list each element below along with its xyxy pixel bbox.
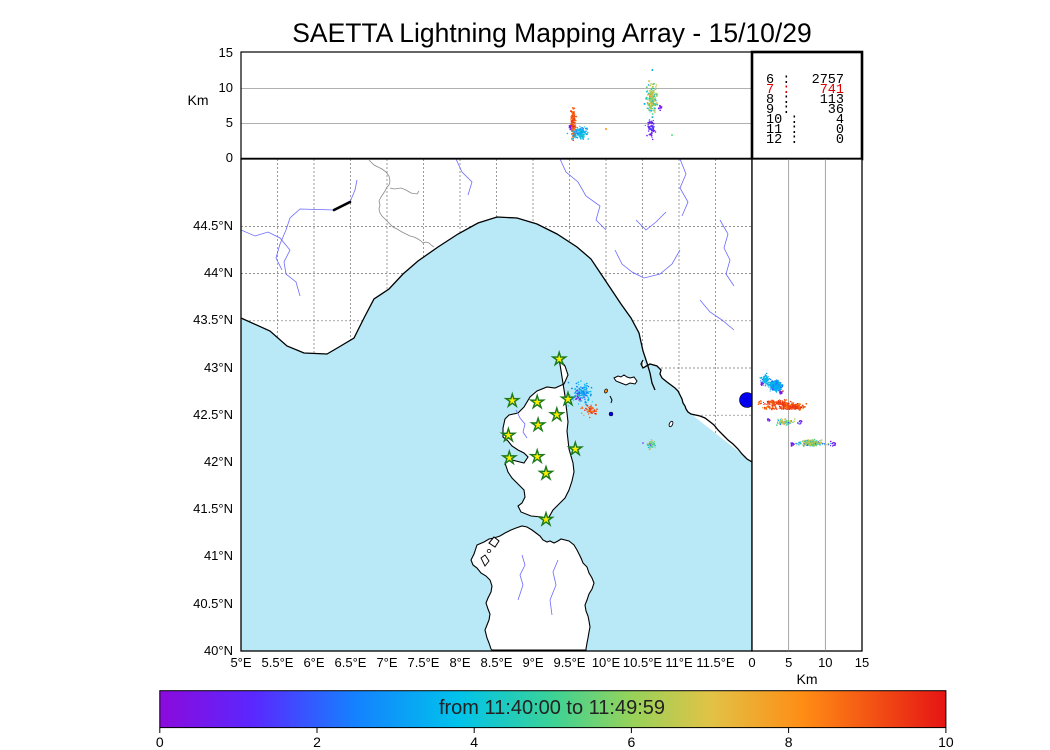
svg-text:11.5°E: 11.5°E <box>696 655 735 670</box>
svg-text:15: 15 <box>219 45 233 60</box>
svg-text:40.5°N: 40.5°N <box>193 596 233 611</box>
svg-text:5.5°E: 5.5°E <box>262 655 294 670</box>
svg-text:5: 5 <box>226 115 233 130</box>
svg-text:11°E: 11°E <box>665 655 693 670</box>
svg-text:43.5°N: 43.5°N <box>193 312 233 327</box>
svg-text:Km: Km <box>188 92 209 108</box>
svg-text:10.5°E: 10.5°E <box>623 655 663 670</box>
svg-text:44.5°N: 44.5°N <box>193 218 233 233</box>
svg-text:12 :: 12 : <box>766 133 798 148</box>
svg-text:0: 0 <box>226 150 233 165</box>
svg-text:8: 8 <box>785 734 793 750</box>
svg-text:7.5°E: 7.5°E <box>408 655 440 670</box>
svg-text:44°N: 44°N <box>204 265 233 280</box>
svg-text:43°N: 43°N <box>204 360 233 375</box>
svg-text:6: 6 <box>628 734 636 750</box>
svg-text:40°N: 40°N <box>204 643 233 658</box>
svg-text:9°E: 9°E <box>522 655 543 670</box>
svg-text:7°E: 7°E <box>376 655 397 670</box>
svg-text:8.5°E: 8.5°E <box>481 655 513 670</box>
svg-text:41.5°N: 41.5°N <box>193 501 233 516</box>
svg-text:10: 10 <box>938 734 954 750</box>
svg-text:Km: Km <box>797 671 818 687</box>
svg-text:0: 0 <box>836 133 844 148</box>
svg-text:9.5°E: 9.5°E <box>554 655 586 670</box>
svg-text:15: 15 <box>855 655 869 670</box>
svg-text:42.5°N: 42.5°N <box>193 407 233 422</box>
svg-text:0: 0 <box>156 734 164 750</box>
svg-text:from 11:40:00 to 11:49:59: from 11:40:00 to 11:49:59 <box>439 697 665 719</box>
svg-text:41°N: 41°N <box>204 548 233 563</box>
svg-text:0: 0 <box>748 655 755 670</box>
svg-text:SAETTA Lightning Mapping Array: SAETTA Lightning Mapping Array - 15/10/2… <box>292 18 812 48</box>
svg-text:10: 10 <box>818 655 832 670</box>
svg-text:2: 2 <box>313 734 321 750</box>
svg-text:8°E: 8°E <box>449 655 470 670</box>
svg-text:4: 4 <box>470 734 478 750</box>
svg-text:6.5°E: 6.5°E <box>335 655 367 670</box>
svg-text:10°E: 10°E <box>592 655 621 670</box>
svg-text:5: 5 <box>785 655 792 670</box>
svg-text:5°E: 5°E <box>230 655 251 670</box>
svg-text:6°E: 6°E <box>303 655 324 670</box>
svg-text:10: 10 <box>219 80 233 95</box>
svg-text:42°N: 42°N <box>204 454 233 469</box>
